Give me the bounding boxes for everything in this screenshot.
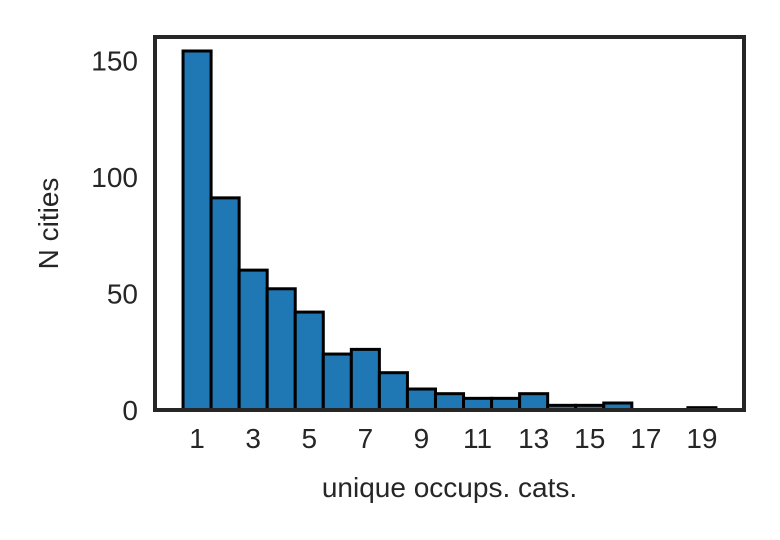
y-tick-label: 50 xyxy=(107,278,138,309)
x-axis-ticks: 1 3 5 7 9 11 13 15 17 19 xyxy=(189,423,717,454)
bar-7 xyxy=(349,347,381,412)
bars-group xyxy=(181,49,718,412)
y-axis-ticks: 0 50 100 150 xyxy=(91,45,138,426)
x-tick-label: 17 xyxy=(630,423,661,454)
x-tick-label: 3 xyxy=(245,423,261,454)
bar-2 xyxy=(209,196,241,412)
bar-10 xyxy=(433,392,466,412)
bar-4 xyxy=(265,287,297,412)
y-tick-label: 0 xyxy=(122,395,138,426)
bar-1 xyxy=(181,49,213,412)
bar-8 xyxy=(377,371,409,412)
x-tick-label: 19 xyxy=(686,423,717,454)
plot-frame xyxy=(153,35,746,412)
bar-13 xyxy=(518,392,550,412)
x-tick-label: 7 xyxy=(358,423,374,454)
y-axis-label: N cities xyxy=(33,178,64,270)
x-tick-label: 15 xyxy=(574,423,605,454)
y-tick-label: 150 xyxy=(91,45,138,76)
x-tick-label: 1 xyxy=(189,423,205,454)
bar-3 xyxy=(237,268,269,412)
x-tick-label: 5 xyxy=(301,423,317,454)
bar-6 xyxy=(321,352,353,412)
x-tick-label: 11 xyxy=(463,423,492,454)
bar-5 xyxy=(293,310,325,412)
x-tick-label: 13 xyxy=(518,423,549,454)
bar-9 xyxy=(405,387,437,412)
x-axis-label: unique occups. cats. xyxy=(322,472,577,503)
y-tick-label: 100 xyxy=(91,162,138,193)
x-tick-label: 9 xyxy=(414,423,430,454)
